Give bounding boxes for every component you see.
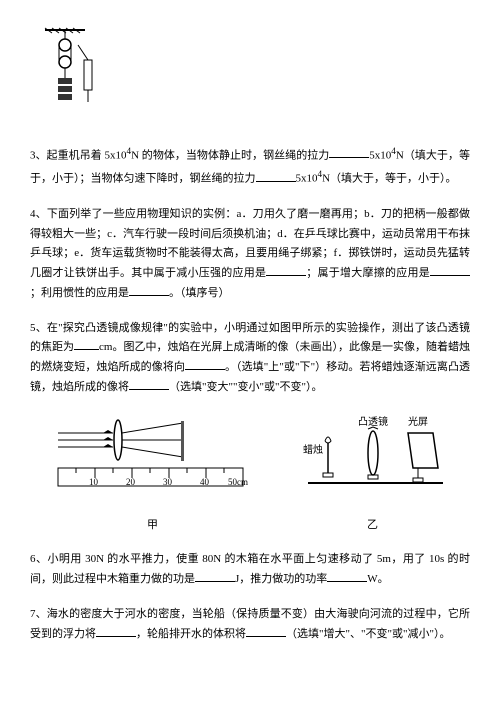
q7-blank2 <box>246 625 286 637</box>
q3-t1: N 的物体，当物体静止时，钢丝绳的拉力 <box>131 149 329 161</box>
screen-label: 光屏 <box>408 415 428 428</box>
q5-blank2 <box>185 358 225 370</box>
q3-end: 5x10 <box>296 173 318 185</box>
q3-t3: N（填大于，等于，小于）。 <box>322 173 456 185</box>
q5-t4: （选填"变大""变小"或"不变"）。 <box>169 381 322 393</box>
q6-t2: J，推力做功的功率 <box>235 573 327 585</box>
q3-text: 3、起重机吊着 5x10 <box>30 149 126 161</box>
q6-blank2 <box>327 570 367 582</box>
figure-left: 10 20 30 40 50cm 甲 <box>53 413 253 536</box>
tick-10: 10 <box>89 477 99 487</box>
q5-blank3 <box>129 378 169 390</box>
q5-blank1 <box>74 338 99 350</box>
q4-t2: ；属于增大摩擦的应用是 <box>306 267 430 279</box>
q3-blank1 <box>329 146 369 158</box>
tick-30: 30 <box>163 477 173 487</box>
candle-label: 蜡烛 <box>303 443 323 456</box>
q3-blank2 <box>256 170 296 182</box>
q6-t3: W。 <box>367 573 388 585</box>
question-4: 4、下面列举了一些应用物理知识的实例：a．刀用久了磨一磨再用；b．刀的把柄一般都… <box>30 205 470 304</box>
q4-t4: 。（填序号） <box>169 287 230 299</box>
q4-t3: ；利用惯性的应用是 <box>30 287 129 299</box>
tick-40: 40 <box>200 477 210 487</box>
q7-t3: （选填"增大"、"不变"或"减小"）。 <box>286 628 450 640</box>
crane-figure <box>30 20 470 128</box>
question-3: 3、起重机吊着 5x104N 的物体，当物体静止时，钢丝绳的拉力5x104N（填… <box>30 143 470 190</box>
q3-mid: 5x10 <box>369 149 391 161</box>
tick-20: 20 <box>126 477 136 487</box>
q6-blank1 <box>195 570 235 582</box>
figure-label-right: 乙 <box>298 516 448 536</box>
q4-blank3 <box>129 284 169 296</box>
tick-50: 50cm <box>228 477 248 487</box>
figure-row: 10 20 30 40 50cm 甲 凸透镜 光屏 蜡烛 <box>30 413 470 536</box>
question-7: 7、海水的密度大于河水的密度，当轮船（保持质量不变）由大海驶向河流的过程中，它所… <box>30 605 470 645</box>
figure-label-left: 甲 <box>53 516 253 536</box>
lens-label: 凸透镜 <box>358 415 388 428</box>
figure-right: 凸透镜 光屏 蜡烛 乙 <box>298 413 448 536</box>
q7-t2: ，轮船排开水的体积将 <box>136 628 246 640</box>
question-5: 5、在"探究凸透镜成像规律"的实验中，小明通过如图甲所示的实验操作，测出了该凸透… <box>30 319 470 398</box>
q4-blank2 <box>430 264 470 276</box>
q7-blank1 <box>96 625 136 637</box>
question-6: 6、小明用 30N 的水平推力，使重 80N 的木箱在水平面上匀速移动了 5m，… <box>30 550 470 590</box>
q4-blank1 <box>266 264 306 276</box>
